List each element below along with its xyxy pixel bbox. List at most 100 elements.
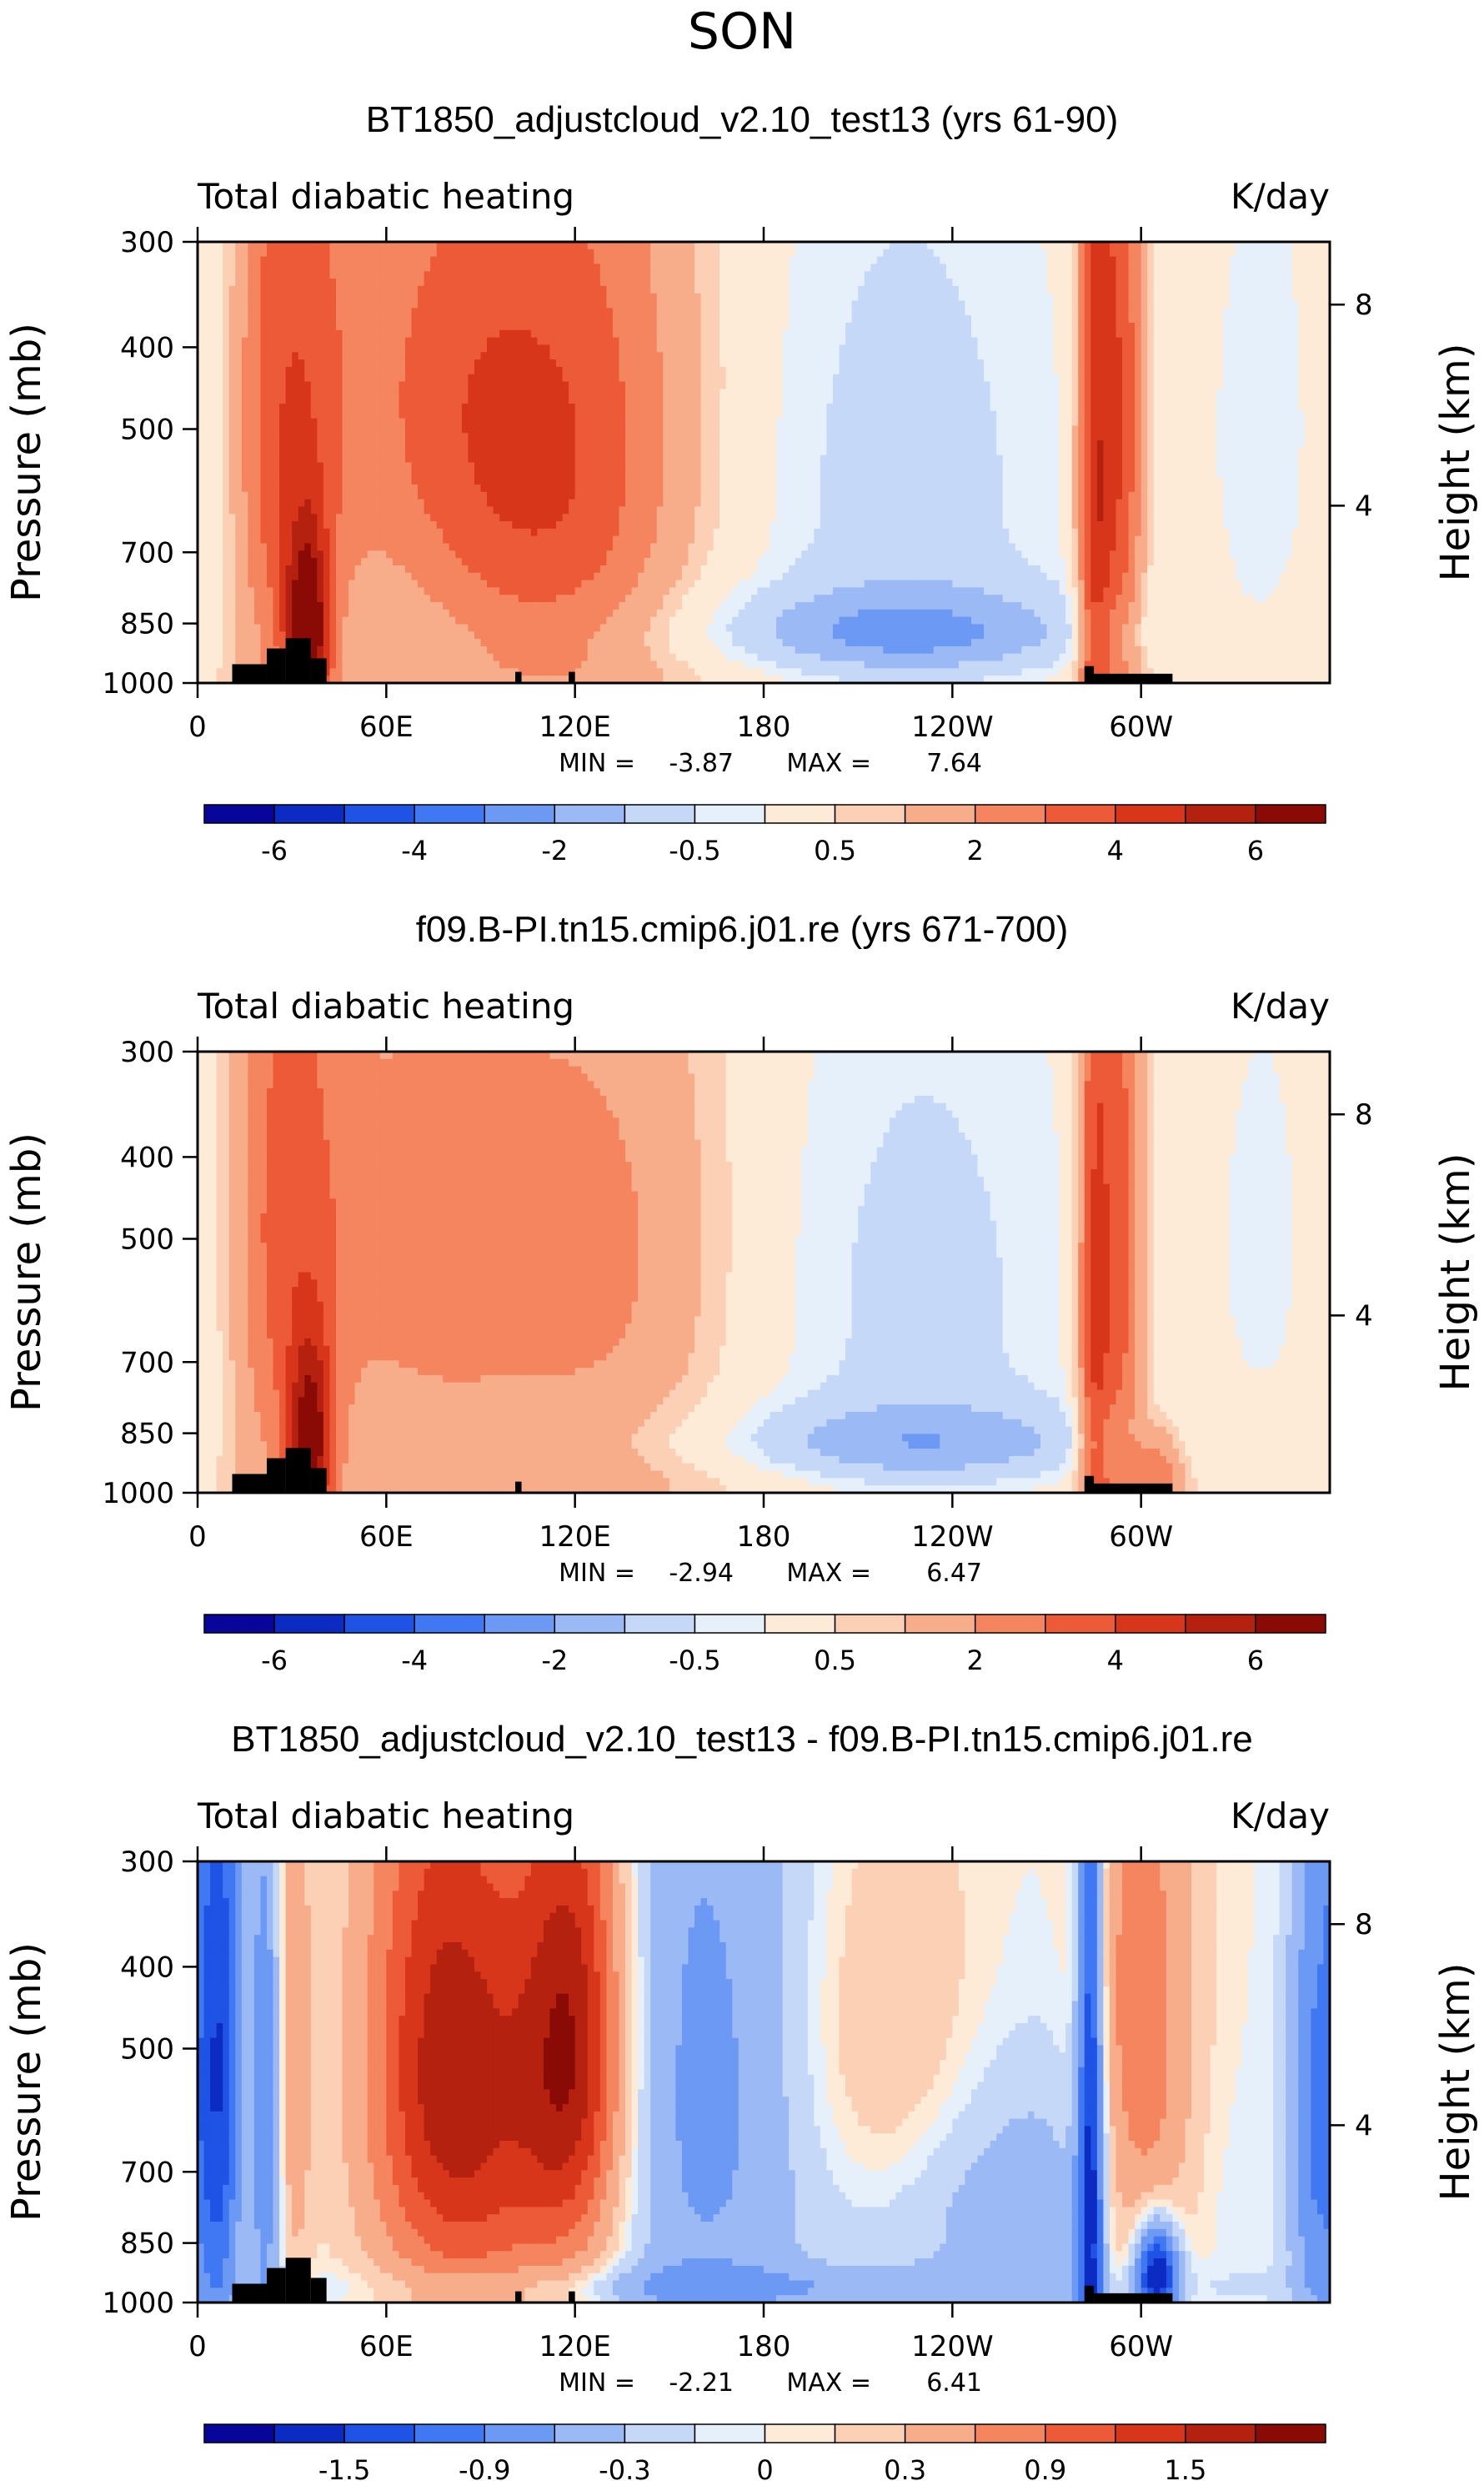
field-cell bbox=[920, 366, 928, 375]
field-cell bbox=[210, 242, 218, 250]
field-cell bbox=[864, 271, 871, 279]
field-cell bbox=[1216, 256, 1224, 265]
field-cell bbox=[335, 337, 343, 346]
field-cell bbox=[984, 329, 991, 339]
field-cell bbox=[1323, 389, 1330, 397]
field-cell bbox=[1084, 381, 1091, 389]
field-cell bbox=[323, 279, 331, 287]
field-cell bbox=[374, 396, 381, 404]
field-cell bbox=[1059, 308, 1066, 316]
field-cell bbox=[260, 410, 268, 419]
field-cell bbox=[317, 381, 324, 389]
field-cell bbox=[638, 344, 645, 353]
field-cell bbox=[1323, 337, 1330, 346]
field-cell bbox=[839, 256, 846, 265]
field-cell bbox=[1109, 381, 1117, 389]
field-cell bbox=[1197, 389, 1205, 397]
field-cell bbox=[1103, 433, 1110, 441]
field-cell bbox=[273, 271, 280, 279]
field-cell bbox=[1078, 374, 1085, 383]
field-cell bbox=[198, 352, 205, 360]
field-cell bbox=[594, 256, 601, 265]
field-cell bbox=[1078, 359, 1085, 368]
field-cell bbox=[807, 359, 815, 368]
field-cell bbox=[807, 418, 815, 427]
field-cell bbox=[361, 359, 368, 368]
field-cell bbox=[1103, 256, 1110, 265]
field-cell bbox=[851, 249, 859, 258]
field-cell bbox=[1084, 425, 1091, 434]
field-cell bbox=[1235, 300, 1242, 309]
field-cell bbox=[1241, 271, 1249, 279]
field-cell bbox=[1316, 433, 1325, 441]
field-cell bbox=[223, 256, 230, 265]
field-cell bbox=[1273, 315, 1281, 324]
field-cell bbox=[1185, 359, 1192, 368]
field-cell bbox=[436, 440, 444, 449]
field-cell bbox=[235, 410, 243, 419]
field-cell bbox=[970, 322, 979, 331]
field-cell bbox=[487, 300, 494, 309]
field-cell bbox=[418, 256, 425, 265]
field-cell bbox=[361, 433, 368, 441]
field-cell bbox=[487, 403, 494, 412]
field-cell bbox=[908, 433, 915, 441]
field-cell bbox=[1286, 410, 1293, 419]
field-cell bbox=[1229, 322, 1236, 331]
field-cell bbox=[374, 440, 381, 449]
field-cell bbox=[650, 329, 658, 339]
field-cell bbox=[870, 403, 878, 412]
field-cell bbox=[253, 381, 262, 389]
field-cell bbox=[1261, 425, 1268, 434]
field-cell bbox=[713, 418, 720, 427]
field-cell bbox=[279, 337, 287, 346]
field-cell bbox=[1216, 315, 1224, 324]
field-cell bbox=[1116, 374, 1123, 383]
field-cell bbox=[795, 374, 802, 383]
field-cell bbox=[851, 352, 859, 360]
field-cell bbox=[461, 329, 469, 339]
field-cell bbox=[606, 249, 614, 258]
field-cell bbox=[374, 344, 381, 353]
field-cell bbox=[1065, 285, 1073, 294]
field-cell bbox=[952, 285, 960, 294]
field-cell bbox=[958, 381, 966, 389]
field-cell bbox=[606, 425, 614, 434]
field-cell bbox=[223, 433, 230, 441]
field-cell bbox=[782, 366, 790, 375]
field-cell bbox=[461, 256, 469, 265]
field-cell bbox=[216, 381, 223, 389]
field-cell bbox=[1286, 337, 1293, 346]
field-cell bbox=[210, 366, 218, 375]
field-cell bbox=[644, 293, 651, 302]
field-cell bbox=[1266, 381, 1274, 389]
field-cell bbox=[210, 410, 218, 419]
field-cell bbox=[631, 440, 639, 449]
field-cell bbox=[367, 322, 374, 331]
field-cell bbox=[1141, 433, 1148, 441]
field-cell bbox=[1160, 279, 1167, 287]
field-cell bbox=[241, 410, 248, 419]
field-cell bbox=[757, 381, 765, 389]
field-cell bbox=[543, 322, 551, 331]
field-cell bbox=[260, 366, 268, 375]
field-cell bbox=[927, 264, 935, 272]
field-cell bbox=[253, 300, 262, 309]
field-cell bbox=[436, 389, 444, 397]
field-cell bbox=[317, 389, 324, 397]
field-cell bbox=[493, 264, 500, 272]
field-cell bbox=[1323, 271, 1330, 279]
field-cell bbox=[638, 285, 645, 294]
field-cell bbox=[198, 344, 205, 353]
field-cell bbox=[203, 329, 211, 339]
field-cell bbox=[732, 381, 739, 389]
field-cell bbox=[713, 381, 720, 389]
field-cell bbox=[342, 300, 349, 309]
field-cell bbox=[449, 389, 456, 397]
field-cell bbox=[1040, 315, 1048, 324]
field-cell bbox=[1046, 374, 1054, 383]
field-cell bbox=[713, 264, 720, 272]
field-cell bbox=[329, 403, 337, 412]
field-cell bbox=[273, 344, 280, 353]
field-cell bbox=[323, 322, 331, 331]
